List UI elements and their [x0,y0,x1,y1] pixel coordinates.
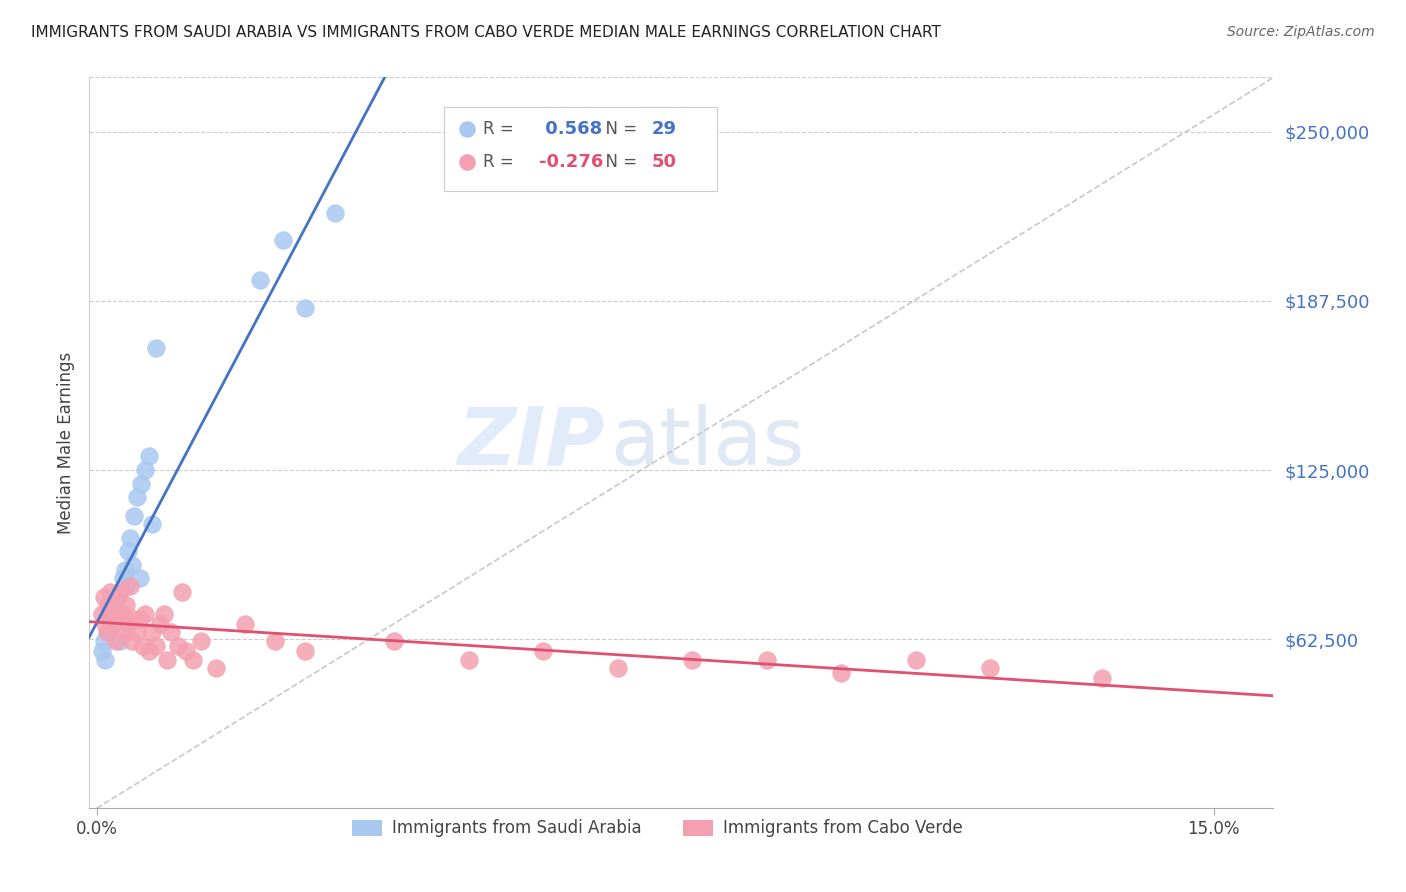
Point [138,450,160,464]
Point [129,476,152,491]
Point [97,599,120,613]
Point [294,644,316,658]
Text: atlas: atlas [610,404,804,482]
Text: Source: ZipAtlas.com: Source: ZipAtlas.com [1227,25,1375,39]
Point [118,531,141,545]
Text: ZIP: ZIP [457,404,605,482]
Text: 29: 29 [651,120,676,137]
Y-axis label: Median Male Earnings: Median Male Earnings [58,351,75,534]
Point [117,617,139,632]
Point [103,599,125,613]
Point [138,644,160,658]
Point [134,463,156,477]
Point [121,558,143,572]
Point [531,644,554,658]
Point [904,652,927,666]
Point [128,571,150,585]
Text: 0.568: 0.568 [538,120,602,137]
Legend: Immigrants from Saudi Arabia, Immigrants from Cabo Verde: Immigrants from Saudi Arabia, Immigrants… [346,813,970,844]
Point [606,660,628,674]
Point [105,591,128,605]
Point [174,644,197,658]
Point [110,633,132,648]
Point [190,633,212,648]
Point [160,625,183,640]
Point [1091,672,1114,686]
Point [114,563,136,577]
Point [110,585,132,599]
Point [271,233,294,247]
Point [264,633,287,648]
Point [96,625,118,640]
Text: N =: N = [595,153,643,170]
Point [105,591,128,605]
Point [384,633,406,648]
Point [100,617,122,632]
Point [114,625,136,640]
Point [235,617,257,632]
Point [830,666,852,681]
Point [167,639,190,653]
Point [98,585,121,599]
Point [156,652,179,666]
Point [681,652,703,666]
Point [127,625,149,640]
Point [145,639,167,653]
Point [127,490,149,504]
Text: N =: N = [595,120,643,137]
Point [91,644,114,658]
Point [249,273,271,287]
Point [979,660,1001,674]
Point [141,517,163,532]
Text: R =: R = [484,153,519,170]
Point [118,579,141,593]
Point [94,617,117,632]
Point [93,591,115,605]
Point [115,579,138,593]
Point [122,509,145,524]
Text: -0.276: -0.276 [538,153,603,170]
FancyBboxPatch shape [444,107,717,191]
Point [93,633,115,648]
Point [111,571,134,585]
Point [104,599,127,613]
Point [134,607,156,621]
Point [172,585,194,599]
Point [458,652,481,666]
Point [323,206,346,220]
Point [94,652,117,666]
Point [294,301,316,315]
Point [98,612,121,626]
Text: R =: R = [484,120,519,137]
Text: 50: 50 [651,153,676,170]
Point [755,652,778,666]
Point [104,633,127,648]
Point [100,607,122,621]
Point [204,660,226,674]
Point [183,652,205,666]
Point [97,625,120,640]
Point [91,607,114,621]
Point [101,607,124,621]
Point [145,341,167,355]
Point [131,639,153,653]
Point [141,625,163,640]
Point [128,612,150,626]
Text: IMMIGRANTS FROM SAUDI ARABIA VS IMMIGRANTS FROM CABO VERDE MEDIAN MALE EARNINGS : IMMIGRANTS FROM SAUDI ARABIA VS IMMIGRAN… [31,25,941,40]
Point [122,612,145,626]
Point [111,607,134,621]
Point [117,544,139,558]
Point [108,585,131,599]
Point [121,633,143,648]
Point [149,617,172,632]
Point [115,599,138,613]
Point [152,607,174,621]
Point [101,617,124,632]
Point [108,612,131,626]
